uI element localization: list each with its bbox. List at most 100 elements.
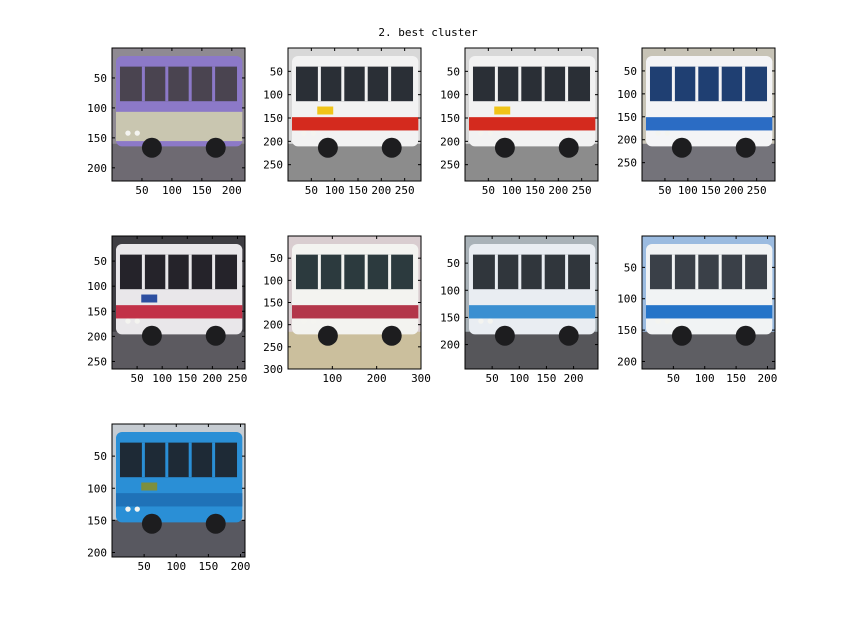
wheel [141,325,162,346]
x-tick-label: 200 [222,184,242,197]
y-tick-label: 50 [624,65,637,78]
axes-frame [464,47,599,182]
window-frame [212,442,216,478]
window-frame [364,254,368,290]
window-frame [742,254,746,290]
window-frame [341,254,345,290]
window-frame [518,254,522,290]
window-frame [165,66,169,102]
figure-title: 2. best cluster [378,26,478,39]
wheel [558,137,579,158]
y-tick-label: 50 [270,65,283,78]
axes-frame [111,235,246,370]
bus-stripe [291,117,419,131]
panel-blue-bus: 50 100 150 200 50 100 150 200 [87,423,251,573]
window-frame [494,66,498,102]
y-tick-label: 200 [87,547,107,560]
bus-stripe [291,305,419,319]
y-tick-label: 50 [624,261,637,274]
axes-frame [111,47,246,182]
headlight [134,318,140,324]
bus-windows [119,442,238,478]
x-tick-label: 100 [502,184,522,197]
window-frame [165,442,169,478]
window-frame [388,66,392,102]
x-tick-label: 250 [747,184,767,197]
x-tick-label: 150 [192,184,212,197]
headlight [664,130,670,136]
y-tick-label: 100 [440,89,460,102]
x-tick-label: 200 [371,184,391,197]
x-tick-label: 100 [678,184,698,197]
panel-image [112,48,245,181]
window-frame [518,66,522,102]
x-tick-label: 150 [177,372,197,385]
window-frame [317,254,321,290]
bus-accent [141,482,158,491]
y-tick-label: 150 [263,112,283,125]
x-tick-label: 50 [305,184,318,197]
wheel [494,325,515,346]
wheel [141,137,162,158]
x-tick-label: 50 [667,372,680,385]
headlight [301,130,307,136]
window-frame [141,66,145,102]
y-tick-label: 50 [94,255,107,268]
window-frame [212,66,216,102]
y-tick-label: 250 [263,341,283,354]
y-tick-label: 100 [87,280,107,293]
y-tick-label: 100 [440,284,460,297]
y-tick-label: 150 [440,311,460,324]
x-tick-label: 100 [509,372,529,385]
window-frame [565,254,569,290]
bus-stripe [645,117,773,131]
x-tick-label: 50 [135,184,148,197]
y-tick-label: 50 [94,450,107,463]
axes-frame [464,235,599,370]
y-tick-label: 100 [617,293,637,306]
x-tick-label: 200 [231,560,251,573]
x-tick-label: 150 [701,184,721,197]
headlight [125,506,131,512]
window-frame [541,66,545,102]
panel-image [465,48,598,181]
y-tick-label: 50 [447,257,460,270]
x-tick-label: 250 [228,372,248,385]
y-tick-label: 200 [440,135,460,148]
headlight [134,130,140,136]
window-frame [188,254,192,290]
wheel [205,513,226,534]
wheel [671,137,692,158]
panel-bus-rear: 50 100 150 200 250 50 100 150 200 250 [87,235,248,385]
wheel [558,325,579,346]
y-tick-label: 200 [263,135,283,148]
window-frame [565,66,569,102]
y-tick-label: 50 [270,252,283,265]
window-frame [165,254,169,290]
y-tick-label: 100 [87,482,107,495]
y-tick-label: 200 [617,134,637,147]
headlight [301,318,307,324]
window-frame [317,66,321,102]
window-frame [718,66,722,102]
y-tick-label: 150 [87,514,107,527]
panel-purple-bus: 50 100 150 200 50 100 150 200 [87,47,246,197]
bus-stripe [468,117,596,131]
headlight [664,318,670,324]
x-tick-label: 200 [548,184,568,197]
window-frame [695,66,699,102]
x-tick-label: 200 [202,372,222,385]
x-tick-label: 250 [395,184,415,197]
headlight [478,318,484,324]
x-tick-label: 200 [564,372,584,385]
x-tick-label: 100 [152,372,172,385]
y-tick-label: 250 [87,355,107,368]
bus-windows [295,66,414,102]
panel-image [288,236,421,369]
y-tick-label: 50 [94,72,107,85]
x-tick-label: 250 [572,184,592,197]
window-frame [341,66,345,102]
y-tick-label: 150 [440,112,460,125]
